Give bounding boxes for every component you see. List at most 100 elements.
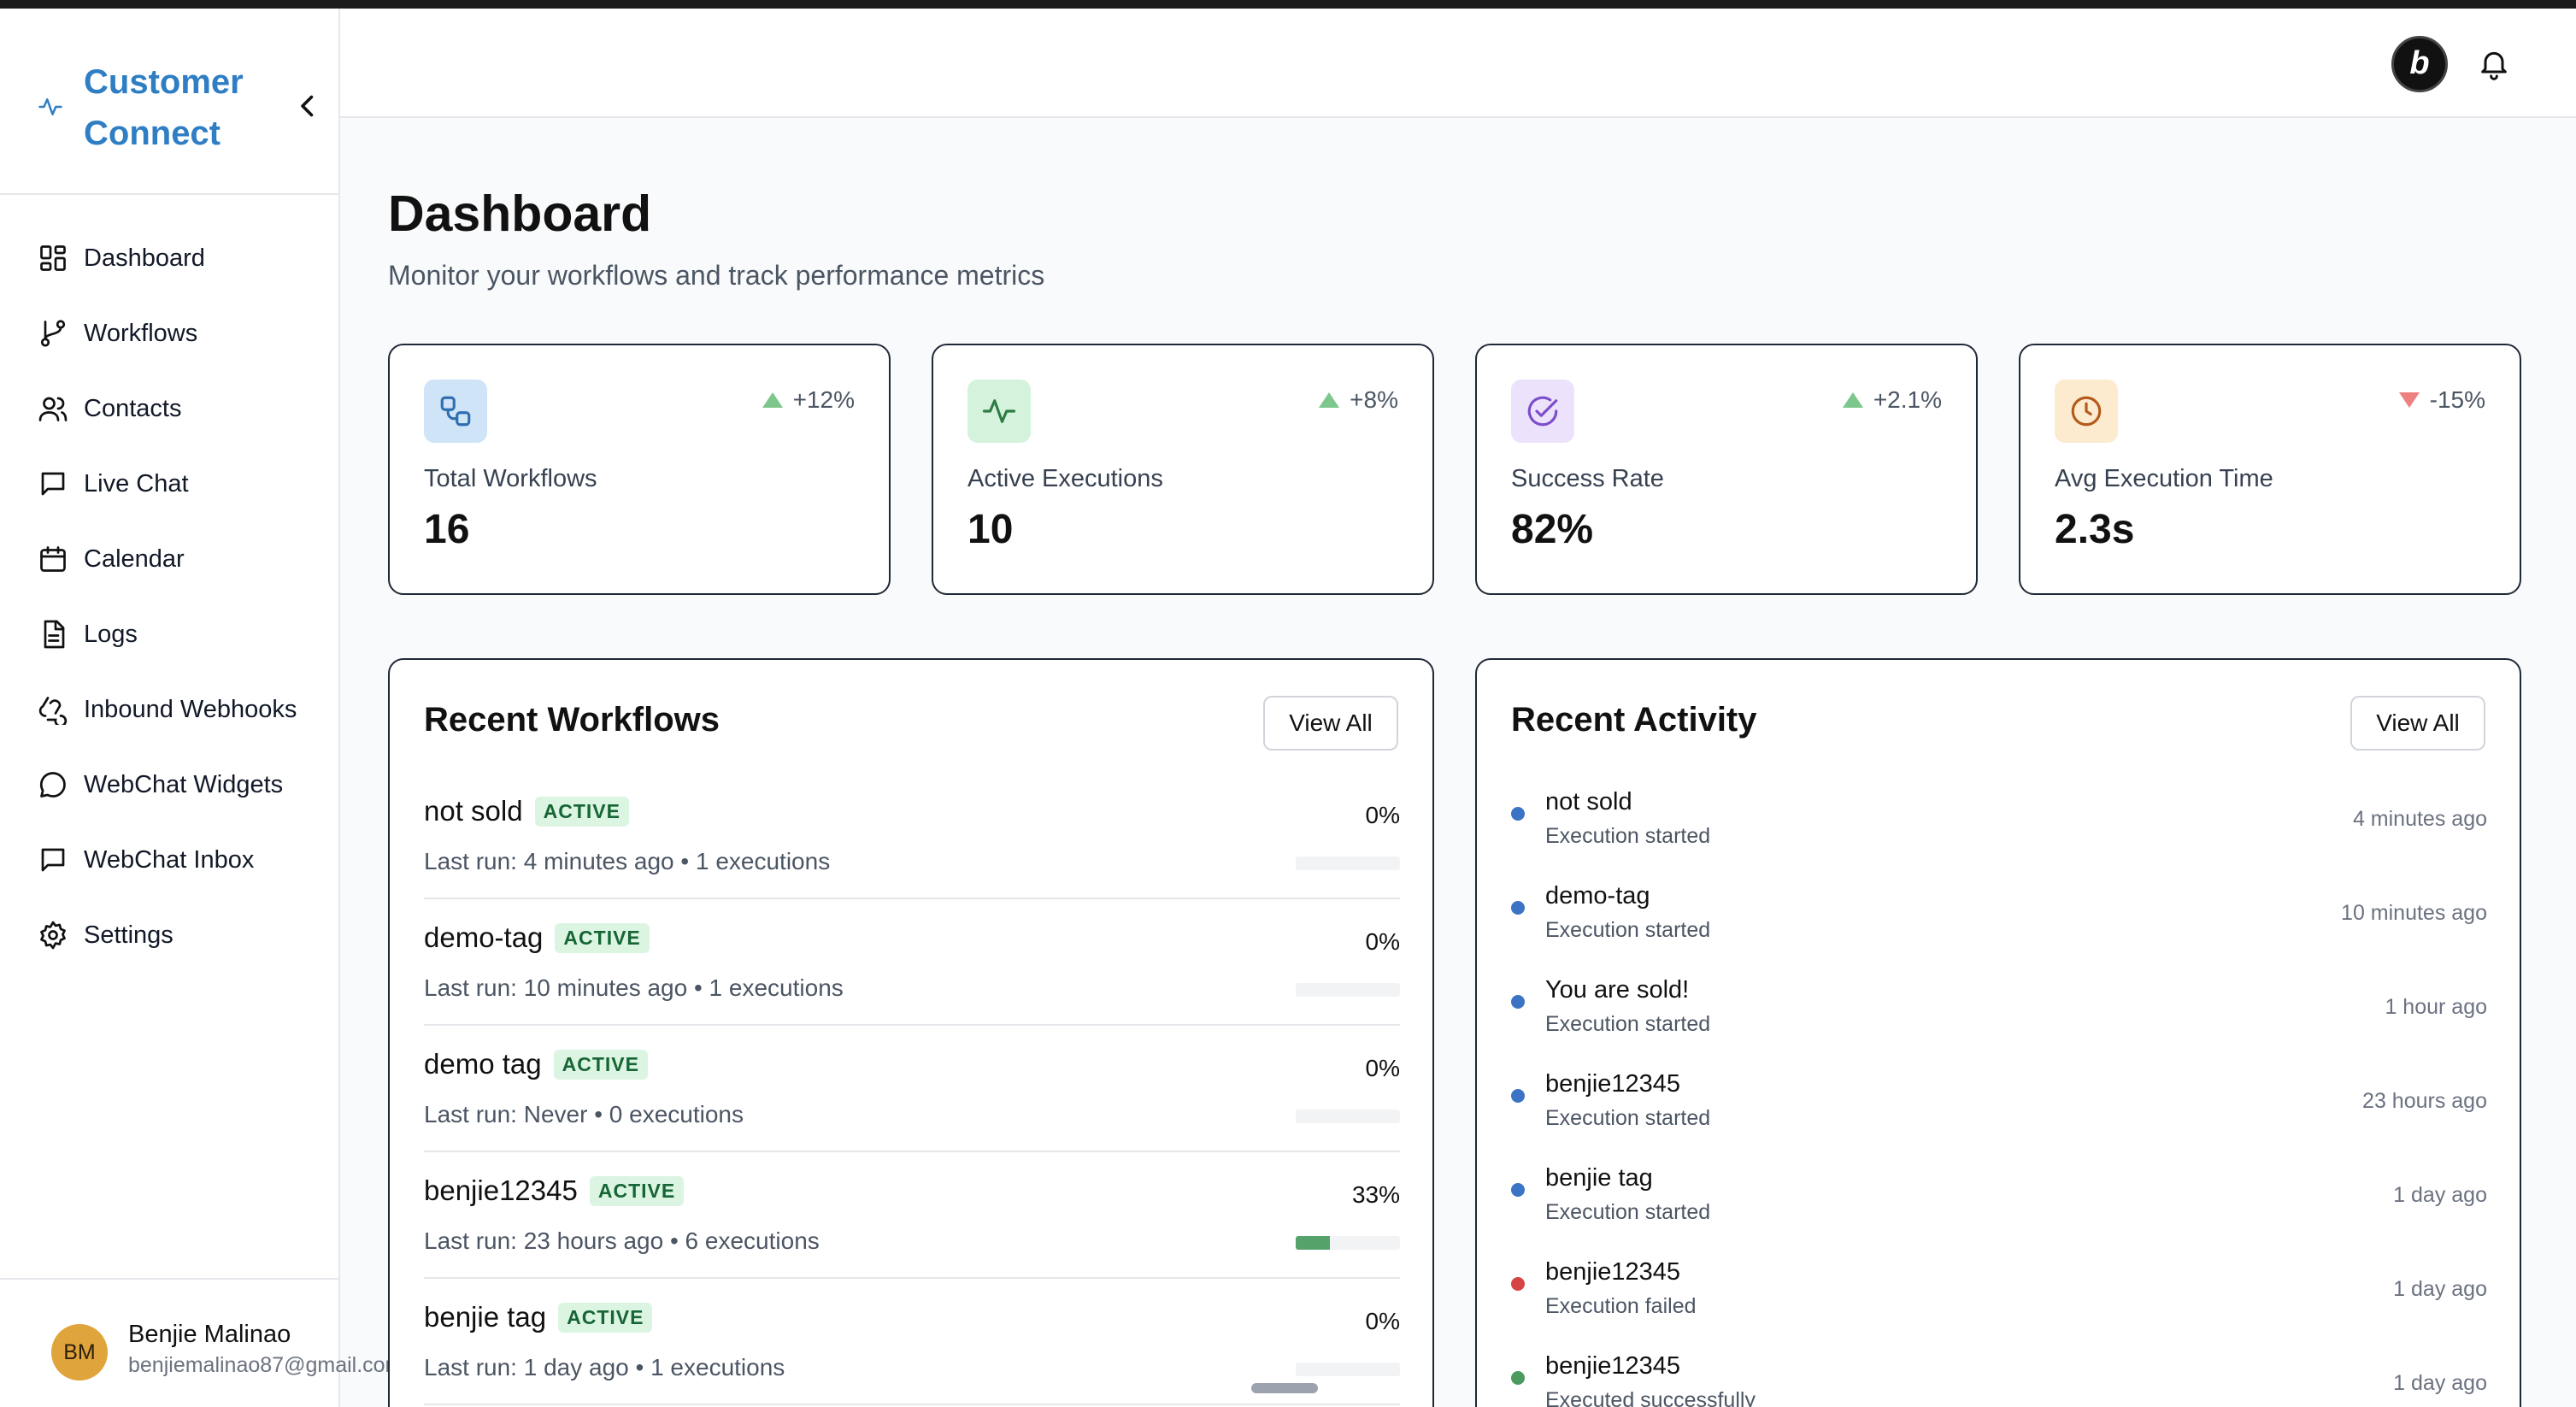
workflow-name[interactable]: benjie12345 [424,1174,578,1206]
workflow-row[interactable]: not sold ACTIVE Last run: 4 minutes ago • … [424,773,1400,899]
activity-description: Execution started [1545,1106,1711,1130]
activity-name: benjie tag [1545,1164,1653,1192]
calendar-icon [40,546,66,572]
activity-time: 4 minutes ago [2352,807,2487,831]
sidebar-nav: Dashboard Workflows Contacts Live Chat C… [0,221,338,973]
activity-row[interactable]: demo-tag Execution started 10 minutes ago [1511,870,2487,964]
gear-icon [40,921,66,950]
stat-trend: +12% [762,386,855,414]
avatar[interactable]: BM [51,1324,108,1381]
stat-label: Total Workflows [424,465,597,492]
activity-description: Execution started [1545,918,1711,942]
activity-time: 1 day ago [2393,1371,2487,1395]
sidebar-item-dashboard[interactable]: Dashboard [0,221,338,296]
workflow-progress-bar [1296,1110,1400,1123]
top-bar: b [340,9,2576,118]
sidebar-item-label: WebChat Inbox [84,845,255,874]
panel-title: Recent Workflows [424,701,720,739]
clock-icon [2071,396,2102,427]
workflow-row[interactable]: demo-tag ACTIVE Last run: 10 minutes ago •… [424,899,1400,1026]
view-all-workflows-button[interactable]: View All [1263,696,1398,751]
workflow-meta: Last run: 10 minutes ago • 1 executions [424,974,844,1001]
brand-name[interactable]: Customer Connect [84,63,244,152]
stat-card-avg-execution-time: -15% Avg Execution Time 2.3s [2019,344,2521,595]
sidebar-item-calendar[interactable]: Calendar [0,521,338,597]
status-badge: ACTIVE [558,1302,653,1333]
sidebar-item-settings[interactable]: Settings [0,898,338,973]
sidebar-item-label: Inbound Webhooks [84,695,297,723]
view-all-activity-button[interactable]: View All [2350,696,2485,751]
sidebar-item-logs[interactable]: Logs [0,597,338,672]
webhook-icon [38,697,68,725]
workflow-success-percent: 33% [1351,1181,1400,1208]
users-icon [38,397,68,421]
workflow-meta: Last run: 4 minutes ago • 1 executions [424,848,831,874]
activity-row[interactable]: benjie12345 Executed successfully 1 day ag… [1511,1340,2487,1407]
trend-value: +2.1% [1873,386,1942,413]
stat-icon-box [967,380,1031,443]
activity-row[interactable]: benjie tag Execution started 1 day ago [1511,1152,2487,1246]
activity-row[interactable]: benjie12345 Execution failed 1 day ago [1511,1246,2487,1340]
activity-time: 1 day ago [2393,1277,2487,1301]
activity-name: benjie12345 [1545,1070,1681,1098]
workflow-row[interactable]: benjie tag ACTIVE Last run: 1 day ago • 1 … [424,1279,1400,1405]
activity-row[interactable]: benjie12345 Execution started 23 hours ago [1511,1058,2487,1152]
workflow-name-row: benjie tag ACTIVE [424,1301,653,1333]
stat-value: 82% [1511,507,1594,552]
workflow-name-row: demo tag ACTIVE [424,1048,648,1080]
workflow-success-percent: 0% [1365,1055,1400,1081]
workflow-row[interactable]: demo tag ACTIVE Last run: Never • 0 execut… [424,1026,1400,1152]
sidebar-item-contacts[interactable]: Contacts [0,371,338,446]
workflow-name[interactable]: not sold [424,795,523,827]
workflow-name[interactable]: demo-tag [424,921,544,953]
trend-value: +12% [792,386,855,413]
activity-status-dot [1511,995,1525,1009]
activity-name: demo-tag [1545,882,1650,910]
stat-trend: +8% [1319,386,1398,414]
status-badge: ACTIVE [555,922,650,953]
sidebar-item-label: Live Chat [84,469,189,497]
user-email: benjiemalinao87@gmail.com [128,1353,403,1377]
trend-up-icon [1319,392,1340,408]
activity-description: Executed successfully [1545,1388,1756,1407]
workflow-meta: Last run: 1 day ago • 1 executions [424,1354,785,1381]
workflow-name[interactable]: benjie tag [424,1301,547,1333]
workflow-name-row: demo-tag ACTIVE [424,921,650,954]
sidebar-item-webchat-widgets[interactable]: WebChat Widgets [0,747,338,822]
sidebar-item-label: Dashboard [84,244,205,272]
workflow-progress-fill [1296,1236,1331,1250]
user-name: Benjie Malinao [128,1321,291,1348]
activity-row[interactable]: You are sold! Execution started 1 hour ago [1511,964,2487,1058]
sidebar-item-webchat-inbox[interactable]: WebChat Inbox [0,822,338,898]
workflow-icon [440,396,471,427]
sidebar-item-label: Contacts [84,394,182,422]
workflow-row[interactable]: benjie12345 ACTIVE Last run: 23 hours ago … [424,1152,1400,1279]
sidebar-item-workflows[interactable]: Workflows [0,296,338,371]
stat-card-success-rate: +2.1% Success Rate 82% [1475,344,1978,595]
bell-icon[interactable] [2477,46,2511,80]
sidebar-item-inbound-webhooks[interactable]: Inbound Webhooks [0,672,338,747]
workflow-success-percent: 0% [1365,1308,1400,1334]
scroll-handle[interactable] [1251,1383,1318,1393]
profile-avatar[interactable]: b [2391,36,2448,92]
recent-workflows-panel: Recent Workflows View All not sold ACTIVE… [388,658,1434,1407]
activity-row[interactable]: not sold Execution started 4 minutes ago [1511,776,2487,870]
sidebar-item-label: Logs [84,620,138,648]
chevron-left-icon[interactable] [292,91,323,121]
stat-label: Active Executions [967,465,1163,492]
stat-card-total-workflows: +12% Total Workflows 16 [388,344,891,595]
activity-status-dot [1511,1089,1525,1103]
user-profile[interactable]: BM Benjie Malinao benjiemalinao87@gmail.… [0,1278,403,1407]
trend-value: +8% [1350,386,1398,413]
workflow-progress-bar [1296,857,1400,870]
main-content: Dashboard Monitor your workflows and tra… [340,120,2576,1407]
workflow-progress-bar [1296,983,1400,997]
workflow-name[interactable]: demo tag [424,1048,542,1080]
activity-description: Execution failed [1545,1294,1697,1318]
sidebar-item-live-chat[interactable]: Live Chat [0,446,338,521]
stat-value: 2.3s [2055,507,2135,552]
brand-header: Customer Connect [0,9,338,195]
activity-name: benjie12345 [1545,1258,1681,1286]
activity-name: not sold [1545,788,1632,815]
stat-label: Success Rate [1511,465,1664,492]
